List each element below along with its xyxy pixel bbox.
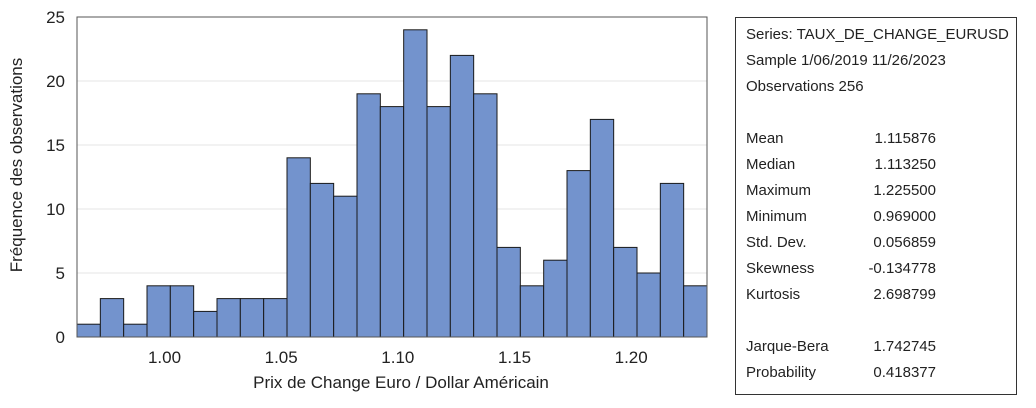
- y-tick-label: 15: [46, 136, 65, 155]
- sample-range: Sample 1/06/2019 11/26/2023: [746, 52, 946, 69]
- stat-label: Probability: [746, 364, 817, 381]
- x-tick-label: 1.15: [498, 348, 531, 367]
- y-axis-label: Fréquence des observations: [7, 58, 26, 273]
- histogram-bar: [496, 246, 521, 338]
- histogram-bar: [613, 246, 638, 338]
- histogram-bar: [589, 118, 615, 338]
- descriptive-stats: Mean 1.115876 Median 1.113250 Maximum 1.22550…: [746, 126, 1016, 308]
- histogram-chart: 0 5 10 15 20 25 1.00 1.05 1.10 1.15 1.20 Prix de …: [7, 8, 708, 392]
- bars: [76, 29, 708, 338]
- stat-label: Std. Dev.: [746, 234, 807, 251]
- histogram-bar: [333, 195, 358, 338]
- stat-row: Kurtosis 2.698799: [746, 282, 1016, 308]
- stat-label: Mean: [746, 130, 784, 147]
- histogram-bar: [566, 170, 591, 338]
- stat-row: Minimum 0.969000: [746, 204, 1016, 230]
- stat-value: -0.134778: [868, 260, 936, 277]
- stat-row: Maximum 1.225500: [746, 178, 1016, 204]
- histogram-bar: [76, 323, 101, 338]
- histogram-bar: [356, 93, 381, 338]
- spacer: [746, 100, 1016, 126]
- stat-row: Median 1.113250: [746, 152, 1016, 178]
- histogram-bar: [146, 285, 171, 338]
- y-tick-label: 0: [56, 328, 65, 347]
- stat-label: Skewness: [746, 260, 815, 277]
- stat-value: 1.225500: [873, 182, 936, 199]
- y-tick-label: 10: [46, 200, 65, 219]
- histogram-bar: [449, 54, 475, 338]
- histogram-bar: [659, 182, 685, 338]
- series-name: Series: TAUX_DE_CHANGE_EURUSD: [746, 26, 1009, 43]
- stat-label: Jarque-Bera: [746, 338, 829, 355]
- x-tick-label: 1.00: [148, 348, 181, 367]
- stat-value: 1.113250: [874, 156, 936, 173]
- x-tick-labels: 1.00 1.05 1.10 1.15 1.20: [148, 348, 648, 367]
- histogram-bar: [239, 298, 265, 338]
- stat-value: 0.056859: [873, 234, 936, 251]
- y-tick-labels: 0 5 10 15 20 25: [46, 8, 65, 347]
- statistics-panel: Series: TAUX_DE_CHANGE_EURUSD Sample 1/0…: [735, 17, 1017, 395]
- x-tick-label: 1.05: [265, 348, 298, 367]
- stat-row: Probability 0.418377: [746, 360, 1016, 386]
- stat-value: 2.698799: [873, 286, 936, 303]
- stat-label: Maximum: [746, 182, 812, 199]
- histogram-bar: [636, 272, 661, 338]
- histogram-bar: [426, 106, 451, 338]
- stat-label: Median: [746, 156, 796, 173]
- histogram-bar: [403, 29, 428, 338]
- x-tick-label: 1.10: [381, 348, 414, 367]
- stat-label: Minimum: [746, 208, 807, 225]
- histogram-bar: [169, 285, 195, 338]
- histogram-bar: [193, 310, 218, 338]
- stat-value: 0.969000: [873, 208, 936, 225]
- histogram-bar: [286, 157, 311, 338]
- spacer: [746, 308, 1016, 334]
- stat-row: Jarque-Bera 1.742745: [746, 334, 1016, 360]
- histogram-bar: [379, 106, 405, 338]
- stat-row: Std. Dev. 0.056859: [746, 230, 1016, 256]
- histogram-bar: [519, 285, 545, 338]
- histogram-bar: [683, 285, 708, 338]
- y-tick-label: 25: [46, 8, 65, 27]
- histogram-bar: [309, 182, 335, 338]
- stat-row: Skewness -0.134778: [746, 256, 1016, 282]
- histogram-bar: [473, 93, 498, 338]
- stat-row: Mean 1.115876: [746, 126, 1016, 152]
- stat-label: Kurtosis: [746, 286, 801, 303]
- normality-test-stats: Jarque-Bera 1.742745 Probability 0.418377: [746, 334, 1016, 386]
- histogram-bar: [123, 323, 148, 338]
- stat-value: 0.418377: [873, 364, 936, 381]
- plot-frame: [76, 16, 708, 338]
- histogram-bar: [263, 298, 288, 338]
- y-tick-label: 5: [56, 264, 65, 283]
- x-axis-label: Prix de Change Euro / Dollar Américain: [253, 373, 549, 392]
- histogram-svg: 0 5 10 15 20 25 1.00 1.05 1.10 1.15 1.20 Prix de …: [7, 8, 708, 392]
- stat-value: 1.742745: [873, 338, 936, 355]
- histogram-bar: [543, 259, 568, 338]
- y-tick-label: 20: [46, 72, 65, 91]
- observations-count: Observations 256: [746, 78, 864, 95]
- stat-value: 1.115876: [874, 130, 936, 147]
- histogram-bar: [216, 298, 241, 338]
- x-tick-label: 1.20: [615, 348, 648, 367]
- histogram-bar: [99, 298, 125, 338]
